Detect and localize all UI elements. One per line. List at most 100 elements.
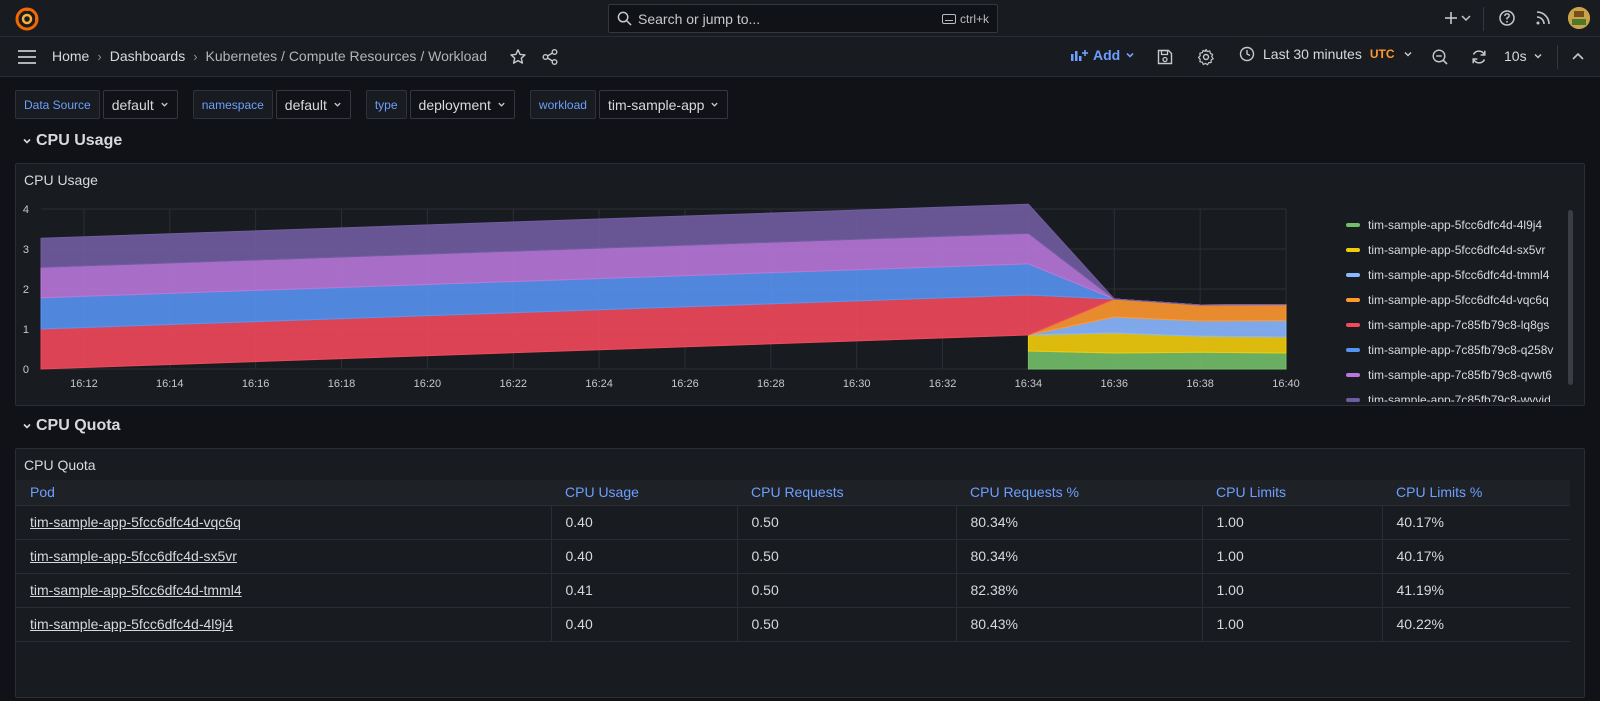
legend-swatch xyxy=(1346,297,1360,302)
legend-scrollbar[interactable] xyxy=(1568,210,1573,385)
x-tick-label: 16:16 xyxy=(242,378,270,390)
table-cell: 41.19% xyxy=(1382,573,1570,608)
variable-label: Data Source xyxy=(15,90,100,119)
pod-cell: tim-sample-app-5fcc6dfc4d-sx5vr xyxy=(16,539,552,574)
chevron-down-icon xyxy=(23,423,31,429)
grafana-logo-icon[interactable] xyxy=(14,6,40,32)
area-series[interactable] xyxy=(40,203,1287,306)
save-icon[interactable] xyxy=(1156,48,1174,66)
search-shortcut-label: ctrl+k xyxy=(959,11,989,26)
legend-item[interactable]: tim-sample-app-7c85fb79c8-lq8gs xyxy=(1346,312,1586,337)
plus-icon[interactable] xyxy=(1442,9,1460,27)
x-tick-label: 16:32 xyxy=(929,378,957,390)
pod-link[interactable]: tim-sample-app-5fcc6dfc4d-4l9j4 xyxy=(30,616,234,632)
table-cell: 0.40 xyxy=(551,505,738,540)
x-tick-label: 16:34 xyxy=(1015,378,1043,390)
legend-item[interactable]: tim-sample-app-5fcc6dfc4d-tmml4 xyxy=(1346,262,1586,287)
table-cell: 40.17% xyxy=(1382,505,1570,540)
legend-label: tim-sample-app-7c85fb79c8-q258v xyxy=(1368,342,1554,357)
time-range-picker[interactable]: Last 30 minutes UTC xyxy=(1239,46,1413,62)
legend-swatch xyxy=(1346,372,1360,377)
legend-item[interactable]: tim-sample-app-5fcc6dfc4d-vqc6q xyxy=(1346,287,1586,312)
table-cell: 0.50 xyxy=(737,607,957,642)
column-header[interactable]: CPU Usage xyxy=(551,480,737,506)
row-header-cpu-quota[interactable]: CPU Quota xyxy=(22,417,120,435)
breadcrumb-home[interactable]: Home xyxy=(52,48,90,64)
table-cell: 80.34% xyxy=(956,505,1203,540)
variable-label: namespace xyxy=(192,90,273,119)
legend-swatch xyxy=(1346,222,1360,227)
panel-cpu-quota: CPU Quota Pod CPU Usage CPU Requests CPU… xyxy=(15,448,1585,698)
pod-cell: tim-sample-app-5fcc6dfc4d-4l9j4 xyxy=(16,607,552,642)
x-tick-label: 16:22 xyxy=(499,378,527,390)
legend-item[interactable]: tim-sample-app-5fcc6dfc4d-4l9j4 xyxy=(1346,212,1586,237)
table-cell: 80.34% xyxy=(956,539,1203,574)
legend-label: tim-sample-app-5fcc6dfc4d-sx5vr xyxy=(1368,242,1546,257)
column-header[interactable]: CPU Requests % xyxy=(956,480,1202,506)
panel-cpu-usage: CPU Usage 0 1 2 3 4 16:12 16:14 16:16 16:18 16:20… xyxy=(15,163,1585,406)
refresh-interval-picker[interactable]: 10s xyxy=(1504,48,1543,64)
column-header[interactable]: CPU Requests xyxy=(737,480,956,506)
time-range-label: Last 30 minutes xyxy=(1263,46,1362,62)
y-tick-label: 0 xyxy=(23,364,29,376)
cpu-usage-chart[interactable]: 0 1 2 3 4 16:12 16:14 16:16 16:18 16:20 16:22 16:24… xyxy=(16,164,1326,407)
variable-label: workload xyxy=(529,90,596,119)
user-avatar[interactable] xyxy=(1568,7,1590,29)
column-header[interactable]: CPU Limits xyxy=(1202,480,1382,506)
variable-select[interactable]: tim-sample-app xyxy=(598,90,729,119)
search-shortcut: ctrl+k xyxy=(941,11,989,26)
column-header[interactable]: CPU Limits % xyxy=(1382,480,1570,506)
variable-select[interactable]: deployment xyxy=(409,90,515,119)
variable-select[interactable]: default xyxy=(102,90,178,119)
breadcrumb-dashboards[interactable]: Dashboards xyxy=(109,48,186,64)
y-tick-label: 3 xyxy=(23,244,29,256)
legend-swatch xyxy=(1346,247,1360,252)
pod-link[interactable]: tim-sample-app-5fcc6dfc4d-sx5vr xyxy=(30,548,237,564)
share-icon[interactable] xyxy=(541,48,559,66)
legend-swatch xyxy=(1346,322,1360,327)
pod-link[interactable]: tim-sample-app-5fcc6dfc4d-vqc6q xyxy=(30,514,241,530)
chevron-down-icon[interactable] xyxy=(1460,9,1472,27)
chevron-up-icon[interactable] xyxy=(1569,48,1587,66)
area-series[interactable] xyxy=(1027,350,1287,370)
legend-swatch xyxy=(1346,272,1360,277)
column-header[interactable]: Pod xyxy=(16,480,551,506)
table-cell: 0.41 xyxy=(551,573,738,608)
star-icon[interactable] xyxy=(509,48,527,66)
pod-link[interactable]: tim-sample-app-5fcc6dfc4d-tmml4 xyxy=(30,582,242,598)
table-cell: 82.38% xyxy=(956,573,1203,608)
breadcrumb-separator-icon: › xyxy=(193,48,198,64)
zoom-out-icon[interactable] xyxy=(1431,48,1449,66)
table-cell: 1.00 xyxy=(1202,573,1383,608)
panel-title: CPU Quota xyxy=(24,457,96,473)
legend-item[interactable]: tim-sample-app-7c85fb79c8-wyvjd xyxy=(1346,387,1586,402)
cpu-quota-table: Pod CPU Usage CPU Requests CPU Requests … xyxy=(16,480,1570,642)
gear-icon[interactable] xyxy=(1197,48,1215,66)
variable-label: type xyxy=(365,90,407,119)
keyboard-icon xyxy=(941,13,956,24)
table-cell: 40.17% xyxy=(1382,539,1570,574)
variable-select[interactable]: default xyxy=(275,90,351,119)
menu-icon[interactable] xyxy=(17,49,37,65)
row-title: CPU Quota xyxy=(36,417,121,434)
x-tick-label: 16:38 xyxy=(1186,378,1214,390)
legend-item[interactable]: tim-sample-app-7c85fb79c8-qvwt6 xyxy=(1346,362,1586,387)
add-button[interactable]: Add xyxy=(1070,47,1135,63)
legend-label: tim-sample-app-7c85fb79c8-lq8gs xyxy=(1368,317,1550,332)
refresh-icon[interactable] xyxy=(1470,48,1488,66)
table-header-row: Pod CPU Usage CPU Requests CPU Requests … xyxy=(16,480,1570,506)
legend-item[interactable]: tim-sample-app-7c85fb79c8-q258v xyxy=(1346,337,1586,362)
add-button-label: Add xyxy=(1093,47,1121,63)
x-tick-label: 16:30 xyxy=(843,378,871,390)
legend-item[interactable]: tim-sample-app-5fcc6dfc4d-sx5vr xyxy=(1346,237,1586,262)
help-icon[interactable] xyxy=(1498,9,1516,27)
table-cell: 0.50 xyxy=(737,539,957,574)
news-feed-icon[interactable] xyxy=(1534,9,1552,27)
chevron-down-icon xyxy=(1403,51,1412,57)
add-panel-icon xyxy=(1071,50,1088,61)
row-header-cpu-usage[interactable]: CPU Usage xyxy=(22,132,122,150)
timezone-badge: UTC xyxy=(1369,47,1395,61)
search-input[interactable]: Search or jump to... ctrl+k xyxy=(608,4,998,33)
search-icon xyxy=(617,11,632,26)
legend-swatch xyxy=(1346,397,1360,402)
